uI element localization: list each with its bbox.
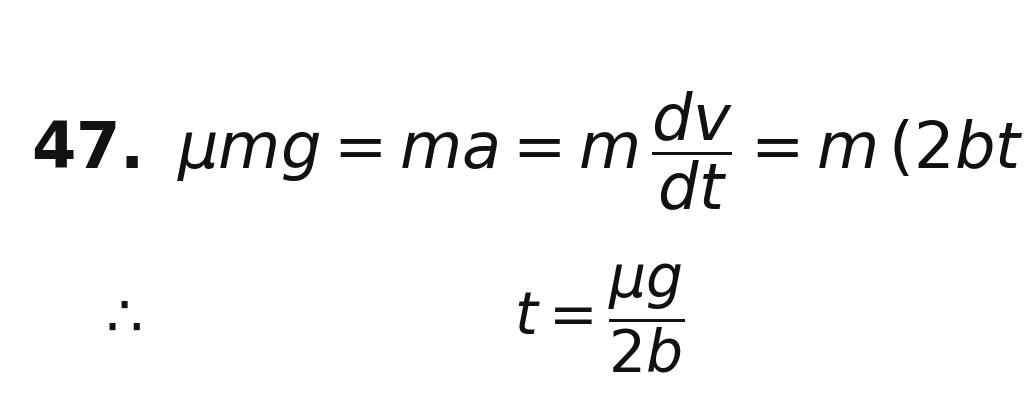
Text: $\mathbf{47.}\ \mu mg = ma = m\,\dfrac{dv}{dt} = m\,(2bt)$: $\mathbf{47.}\ \mu mg = ma = m\,\dfrac{d… [31, 90, 1024, 213]
Text: $\therefore$: $\therefore$ [94, 290, 141, 347]
Text: $t = \dfrac{\mu g}{2b}$: $t = \dfrac{\mu g}{2b}$ [514, 262, 684, 375]
